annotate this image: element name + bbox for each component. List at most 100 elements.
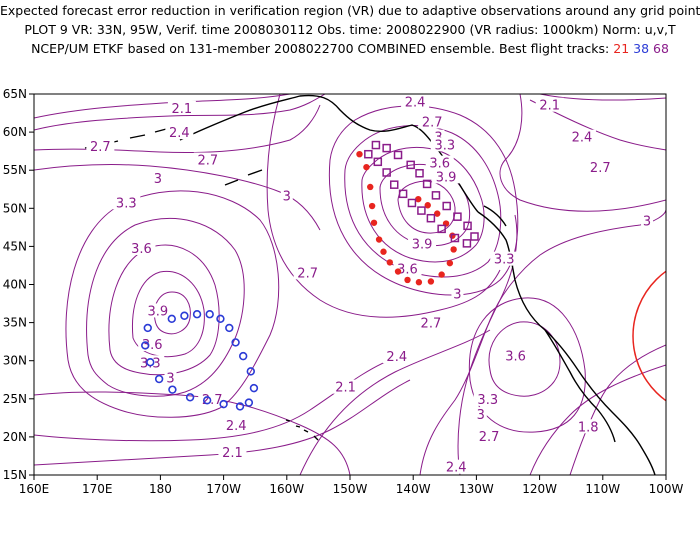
contour-label-bg <box>418 114 447 129</box>
purple-track-marker <box>417 206 426 215</box>
contour-label-bg <box>475 429 504 444</box>
blue-track-marker <box>180 311 189 320</box>
red-track-marker <box>368 202 376 210</box>
red-track-marker <box>370 219 378 226</box>
lon-tick-label: 160W <box>269 482 304 496</box>
purple-track-marker <box>373 157 383 167</box>
lat-tick-label: 30N <box>3 354 27 368</box>
red-track-marker <box>367 183 374 191</box>
blue-track-marker <box>216 314 225 323</box>
title-line-2: PLOT 9 VR: 33N, 95W, Verif. time 2008030… <box>24 22 676 37</box>
contour-label: 2.7 <box>197 154 218 169</box>
blue-track-marker <box>219 399 228 409</box>
contour-label: 2.4 <box>405 96 426 111</box>
contour-label-bg <box>167 100 196 115</box>
west-coast <box>477 211 656 475</box>
contour-line <box>34 94 326 131</box>
contour-label: 3.3 <box>477 393 498 408</box>
lon-tick-label: 180 <box>149 482 172 496</box>
track-red-number: 21 <box>613 41 630 56</box>
blue-track-marker <box>225 323 234 333</box>
contour-label: 2.4 <box>386 350 407 365</box>
contour-label-bg <box>408 236 437 251</box>
contour-label: 2.7 <box>421 317 442 332</box>
red-track-marker <box>434 210 441 217</box>
lon-tick-label: 170E <box>82 482 113 496</box>
latitude-axis: 15N 20N 25N 30N 35N 40N 45N 50N 55N 60N 65N <box>3 87 34 482</box>
purple-track-marker <box>389 180 399 189</box>
contour-label: 2.1 <box>222 446 243 461</box>
contour-label: 3.9 <box>412 237 433 252</box>
purple-track-marker <box>431 191 441 200</box>
blue-track-marker <box>185 393 195 402</box>
contour-label-bg <box>127 240 156 255</box>
contour-label: 3.9 <box>436 170 457 185</box>
blue-track-marker <box>205 310 214 319</box>
purple-track-marker <box>382 168 391 177</box>
blue-track-marker <box>238 351 248 361</box>
contour-label-bg <box>474 407 487 422</box>
contour-label-bg <box>382 349 411 364</box>
contour-line <box>65 190 280 418</box>
lon-tick-label: 130W <box>459 482 494 496</box>
vancouver-island <box>483 205 507 227</box>
purple-track-marker <box>450 233 460 243</box>
contour-label: 2.7 <box>422 115 443 130</box>
contour-line <box>328 105 519 296</box>
contour-label-bg <box>451 286 464 301</box>
contour-line <box>299 329 491 475</box>
contour-line <box>108 244 220 376</box>
contour-line <box>529 364 666 475</box>
lon-tick-label: 160E <box>19 482 50 496</box>
lon-tick-label: 150W <box>333 482 368 496</box>
contour-label: 2.1 <box>539 99 560 114</box>
red-track-marker <box>438 271 445 278</box>
contour-line <box>468 297 586 433</box>
lat-tick-label: 40N <box>3 278 27 292</box>
blue-track-marker <box>143 323 152 333</box>
contour-label-bg <box>138 336 167 351</box>
contour-label: 3.3 <box>494 253 515 268</box>
contour-label: 2.7 <box>590 161 611 176</box>
contour-label: 3.6 <box>142 338 163 353</box>
contour-line <box>361 146 485 263</box>
contour-line <box>488 321 561 397</box>
blue-track-marker <box>249 383 259 393</box>
contour-label-bg <box>473 391 502 406</box>
title-line-3-text: NCEP/UM ETKF based on 131-member 2008022… <box>31 41 610 56</box>
contour-line <box>499 94 666 212</box>
hawaii-islands <box>285 419 319 441</box>
flight-tracks <box>141 140 479 411</box>
lon-tick-label: 120W <box>522 482 557 496</box>
blue-track-marker <box>146 358 155 367</box>
lat-tick-label: 45N <box>3 239 27 253</box>
contour-label: 3 <box>453 288 461 303</box>
blue-track-marker <box>167 314 176 323</box>
blue-track-marker <box>246 367 255 376</box>
purple-track-marker <box>415 168 424 178</box>
contour-label: 2.7 <box>297 266 318 281</box>
lon-tick-label: 140W <box>396 482 431 496</box>
contour-label: 3 <box>154 172 162 187</box>
purple-track-marker <box>364 149 373 159</box>
contour-label-bg <box>151 170 164 185</box>
red-track-marker <box>363 163 370 171</box>
blue-track-marker <box>231 338 240 347</box>
contour-label: 3 <box>283 189 291 204</box>
contour-label-bg <box>641 213 654 228</box>
red-track-marker <box>380 248 387 255</box>
red-track-marker <box>404 276 411 284</box>
contour-lines <box>34 94 666 475</box>
contour-label: 3.3 <box>140 356 161 371</box>
contour-label-bg <box>430 137 459 152</box>
blue-track-marker <box>192 310 202 319</box>
blue-track-marker <box>168 385 177 394</box>
contour-label-bg <box>143 303 172 318</box>
contour-label: 3.3 <box>116 196 137 211</box>
lat-tick-label: 60N <box>3 125 27 139</box>
lat-tick-label: 20N <box>3 430 27 444</box>
purple-track-marker <box>463 221 472 231</box>
contour-label-bg <box>165 125 194 140</box>
lat-tick-label: 50N <box>3 201 27 215</box>
contour-label-bg <box>331 379 360 394</box>
